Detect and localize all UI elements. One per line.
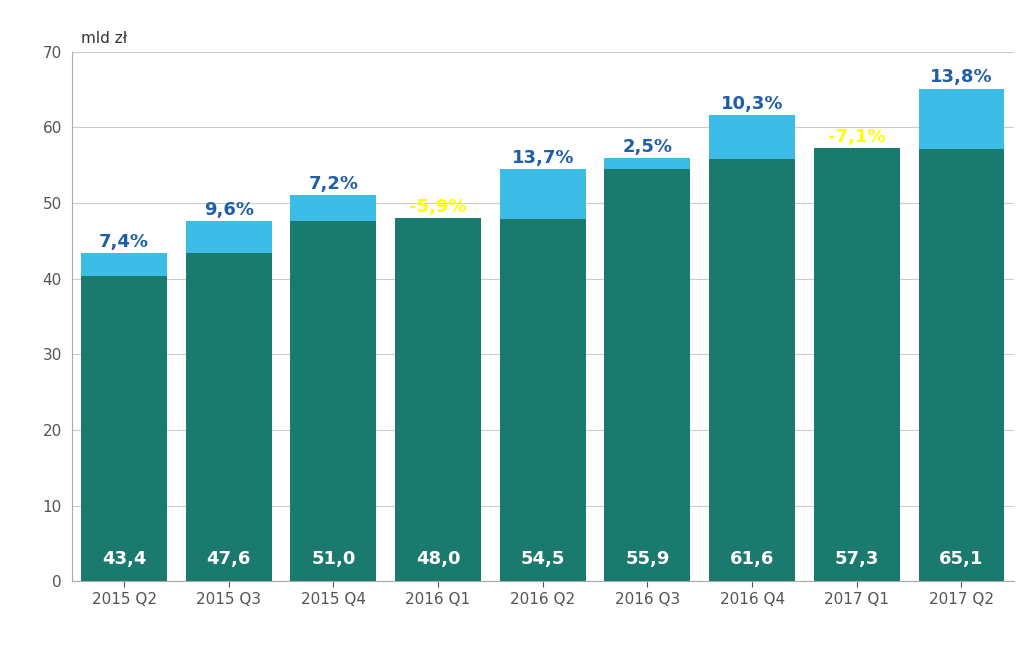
Text: 7,2%: 7,2% bbox=[308, 175, 358, 193]
Text: -7,1%: -7,1% bbox=[828, 127, 886, 145]
Bar bbox=[919, 149, 1005, 581]
Bar bbox=[81, 276, 167, 581]
Bar bbox=[604, 158, 690, 169]
Bar bbox=[604, 169, 690, 581]
Bar bbox=[291, 222, 376, 581]
Text: 57,3: 57,3 bbox=[835, 550, 879, 568]
Text: 55,9: 55,9 bbox=[626, 550, 670, 568]
Bar bbox=[81, 253, 167, 276]
Text: 13,8%: 13,8% bbox=[930, 68, 992, 87]
Bar bbox=[185, 221, 271, 253]
Text: 2,5%: 2,5% bbox=[623, 138, 673, 156]
Text: 7,4%: 7,4% bbox=[99, 233, 150, 251]
Bar bbox=[710, 159, 795, 581]
Text: 48,0: 48,0 bbox=[416, 550, 461, 568]
Text: mld zł: mld zł bbox=[81, 32, 127, 47]
Text: -5,9%: -5,9% bbox=[410, 198, 467, 216]
Bar bbox=[814, 148, 900, 581]
Text: 51,0: 51,0 bbox=[311, 550, 355, 568]
Text: 54,5: 54,5 bbox=[520, 550, 565, 568]
Text: 47,6: 47,6 bbox=[207, 550, 251, 568]
Text: 43,4: 43,4 bbox=[101, 550, 146, 568]
Bar bbox=[395, 218, 481, 581]
Text: 61,6: 61,6 bbox=[730, 550, 774, 568]
Text: 10,3%: 10,3% bbox=[721, 95, 783, 113]
Text: 9,6%: 9,6% bbox=[204, 201, 254, 219]
Bar bbox=[710, 115, 795, 159]
Bar bbox=[919, 89, 1005, 149]
Bar bbox=[185, 253, 271, 581]
Text: 65,1: 65,1 bbox=[939, 550, 984, 568]
Bar bbox=[291, 196, 376, 222]
Bar bbox=[500, 218, 586, 581]
Text: 13,7%: 13,7% bbox=[511, 149, 574, 167]
Bar bbox=[500, 169, 586, 218]
